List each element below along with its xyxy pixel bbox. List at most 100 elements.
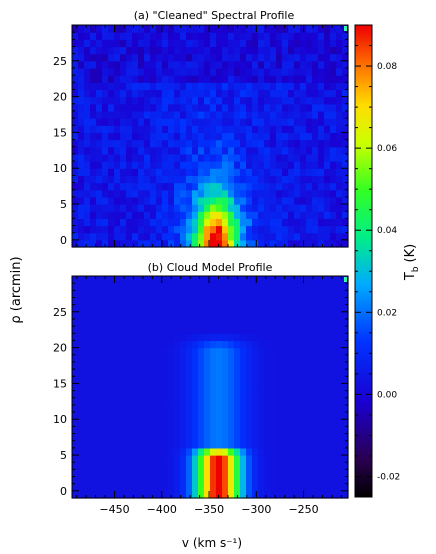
heatmap-cell	[240, 132, 247, 141]
heatmap-cell	[300, 469, 307, 478]
heatmap-cell	[312, 46, 319, 55]
heatmap-cell	[78, 103, 85, 112]
heatmap-cell	[138, 469, 145, 478]
heatmap-cell	[210, 60, 217, 69]
heatmap-cell	[264, 39, 271, 48]
heatmap-cell	[72, 153, 79, 162]
heatmap-cell	[192, 397, 199, 406]
heatmap-cell	[120, 369, 127, 377]
heatmap-cell	[126, 354, 133, 363]
heatmap-cell	[150, 397, 157, 406]
heatmap-cell	[144, 132, 151, 141]
heatmap-cell	[258, 361, 265, 370]
heatmap-cell	[258, 168, 265, 176]
heatmap-cell	[96, 75, 103, 83]
heatmap-cell	[132, 326, 139, 334]
heatmap-cell	[180, 383, 187, 392]
heatmap-cell	[186, 290, 193, 299]
heatmap-cell	[324, 397, 331, 406]
heatmap-cell	[126, 462, 133, 470]
heatmap-cell	[108, 304, 115, 313]
heatmap-cell	[270, 204, 277, 212]
heatmap-cell	[228, 196, 235, 205]
heatmap-cell	[84, 361, 91, 370]
heatmap-cell	[132, 153, 139, 162]
heatmap-cell	[342, 283, 349, 291]
heatmap-cell	[246, 232, 253, 241]
heatmap-cell	[222, 25, 229, 33]
heatmap-cell	[126, 426, 133, 435]
heatmap-cell	[336, 340, 343, 349]
heatmap-cell	[72, 146, 79, 155]
heatmap-cell	[300, 376, 307, 385]
heatmap-cell	[330, 53, 337, 62]
heatmap-cell	[282, 276, 289, 284]
heatmap-cell	[216, 196, 223, 205]
heatmap-cell	[276, 175, 283, 184]
heatmap-cell	[144, 390, 151, 399]
heatmap-cell	[222, 490, 229, 499]
heatmap-cell	[120, 318, 127, 327]
heatmap-cell	[126, 419, 133, 427]
heatmap-cell	[294, 196, 301, 205]
heatmap-cell	[114, 361, 121, 370]
heatmap-cell	[120, 290, 127, 299]
heatmap-cell	[102, 89, 109, 98]
heatmap-cell	[318, 340, 325, 349]
heatmap-cell	[120, 326, 127, 334]
heatmap-cell	[132, 46, 139, 55]
heatmap-cell	[120, 25, 127, 33]
heatmap-cell	[138, 369, 145, 377]
heatmap-cell	[342, 196, 349, 205]
heatmap-cell	[210, 232, 217, 241]
heatmap-cell	[228, 419, 235, 427]
heatmap-cell	[246, 390, 253, 399]
heatmap-cell	[234, 110, 241, 119]
heatmap-cell	[120, 118, 127, 126]
heatmap-cell	[240, 103, 247, 112]
heatmap-cell	[144, 60, 151, 69]
heatmap-cell	[150, 196, 157, 205]
heatmap-cell	[192, 433, 199, 442]
heatmap-cell	[108, 326, 115, 334]
heatmap-cell	[72, 53, 79, 62]
heatmap-cell	[210, 89, 217, 98]
heatmap-cell	[78, 462, 85, 470]
heatmap-cell	[282, 110, 289, 119]
heatmap-cell	[180, 462, 187, 470]
heatmap-cell	[216, 161, 223, 169]
heatmap-cell	[264, 103, 271, 112]
heatmap-cell	[258, 304, 265, 313]
heatmap-cell	[312, 383, 319, 392]
heatmap-cell	[342, 297, 349, 306]
heatmap-cell	[342, 110, 349, 119]
heatmap-cell	[96, 447, 103, 456]
heatmap-cell	[342, 290, 349, 299]
heatmap-cell	[78, 39, 85, 48]
heatmap-cell	[204, 153, 211, 162]
heatmap-cell	[90, 232, 97, 241]
heatmap-cell	[216, 340, 223, 349]
heatmap-cell	[192, 32, 199, 40]
heatmap-cell	[90, 318, 97, 327]
heatmap-cell	[102, 490, 109, 499]
heatmap-cell	[306, 404, 313, 413]
heatmap-cell	[294, 469, 301, 478]
heatmap-cell	[276, 490, 283, 499]
heatmap-cell	[180, 189, 187, 198]
heatmap-cell	[216, 361, 223, 370]
heatmap-cell	[150, 333, 157, 342]
heatmap-cell	[198, 53, 205, 62]
heatmap-cell	[252, 283, 259, 291]
heatmap-cell	[276, 412, 283, 420]
heatmap-cell	[132, 369, 139, 377]
heatmap-cell	[114, 340, 121, 349]
heatmap-cell	[300, 318, 307, 327]
heatmap-cell	[174, 118, 181, 126]
heatmap-cell	[258, 60, 265, 69]
heatmap-cell	[258, 232, 265, 241]
heatmap-cell	[228, 311, 235, 320]
heatmap-cell	[114, 153, 121, 162]
heatmap-cell	[342, 96, 349, 105]
heatmap-cell	[120, 476, 127, 485]
